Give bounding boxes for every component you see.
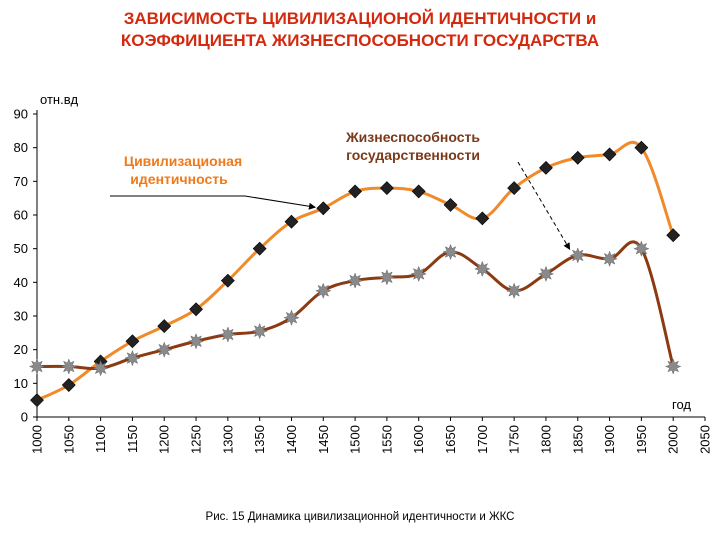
series-state-viability-point (442, 243, 459, 261)
series-civilizational-identity-point (602, 147, 617, 162)
y-tick-label: 10 (14, 376, 28, 391)
y-axis-label: отн.вд (40, 92, 78, 107)
series-state-viability-point (537, 265, 555, 283)
x-tick-label: 1200 (157, 425, 172, 454)
series-state-viability-point (187, 333, 205, 350)
x-tick-label: 1750 (507, 425, 522, 454)
x-tick-label: 1100 (93, 425, 108, 453)
y-tick-label: 70 (14, 174, 28, 189)
y-tick-label: 20 (14, 342, 28, 357)
x-tick-label: 1300 (220, 425, 235, 454)
chart-title: ЗАВИСИМОСТЬ ЦИВИЛИЗАЦИОНОЙ ИДЕНТИЧНОСТИ … (0, 8, 720, 52)
x-tick-label: 1550 (379, 425, 394, 454)
series-civilizational-identity-point (348, 184, 363, 199)
y-tick-label: 30 (14, 309, 28, 324)
chart-title-line-1: ЗАВИСИМОСТЬ ЦИВИЛИЗАЦИОНОЙ ИДЕНТИЧНОСТИ … (123, 9, 597, 28)
x-tick-label: 1900 (602, 425, 617, 454)
series-state-viability-point (219, 326, 237, 343)
series-state-viability-point (569, 247, 587, 264)
chart-annotations: Цивилизационая идентичность Жизнеспособнос… (110, 129, 571, 251)
annotation-viab-line-1: Жизнеспособность (345, 129, 480, 145)
annotation-viab-line-2: государственности (346, 147, 480, 163)
series-civilizational-identity-point (30, 393, 44, 408)
series-civilizational-identity-point (61, 378, 76, 392)
x-tick-label: 1800 (538, 425, 553, 454)
chart-title-line-2: КОЭФФИЦИЕНТА ЖИЗНЕСПОСОБНОСТИ ГОСУДАРСТВ… (120, 31, 600, 50)
x-tick-label: 1650 (443, 425, 458, 454)
x-axis-label: год (672, 397, 691, 412)
series-civilizational-identity-point (316, 201, 331, 216)
series-state-viability-point (378, 269, 396, 286)
series-state-viability-point (28, 358, 46, 375)
series-state-viability-point (474, 260, 491, 278)
y-tick-label: 90 (14, 107, 28, 122)
annotation-civ-line-1: Цивилизационая (124, 153, 242, 169)
series-state-viability-point (601, 250, 618, 268)
x-tick-label: 1500 (348, 425, 363, 454)
series-state-viability-point (155, 341, 173, 358)
x-tick-label: 1850 (570, 425, 585, 454)
x-tick-label: 2050 (698, 425, 713, 454)
series-state-viability-point (664, 358, 682, 375)
x-tick-label: 1350 (252, 425, 267, 454)
series-civilizational-identity-point (634, 140, 649, 155)
x-tick-label: 1150 (125, 425, 140, 453)
series-civilizational-identity-point (475, 211, 490, 226)
series-civilizational-identity-point (379, 181, 394, 195)
series-civilizational-identity-point (252, 241, 267, 256)
x-tick-label: 2000 (666, 425, 681, 454)
series-state-viability-point (633, 240, 650, 257)
x-tick-label: 1050 (61, 425, 76, 454)
y-tick-label: 60 (14, 208, 28, 223)
figure-caption: Рис. 15 Динамика цивилизационной идентич… (205, 511, 515, 523)
series-civilizational-identity-point (125, 334, 140, 349)
chart-markers (28, 140, 682, 408)
chart-ticks: 0 10 20 30 40 50 60 70 80 90 1000 1050 1100 1150 1200 1… (14, 92, 713, 454)
series-state-viability-point (315, 282, 332, 300)
annotation-civ-line-2: идентичность (130, 171, 228, 187)
series-civilizational-identity-point (411, 184, 426, 199)
leader-line-viab (517, 161, 571, 251)
x-tick-label: 1000 (30, 425, 45, 454)
series-civilizational-identity-point (507, 181, 522, 195)
series-state-viability-point (410, 265, 427, 283)
series-state-viability-point (60, 358, 78, 375)
y-tick-label: 0 (21, 410, 28, 425)
series-state-viability-point (251, 322, 268, 340)
series-state-viability-point (346, 272, 364, 289)
series-state-viability-point (283, 309, 300, 326)
series-civilizational-identity-point (157, 319, 172, 334)
y-tick-label: 50 (14, 241, 28, 256)
x-tick-label: 1950 (634, 425, 649, 454)
series-state-viability-point (92, 359, 109, 377)
x-tick-label: 1600 (411, 425, 426, 454)
series-state-viability-point (124, 349, 141, 367)
series-state-viability-point (505, 282, 523, 300)
y-tick-label: 40 (14, 275, 28, 290)
series-civilizational-identity-point (570, 150, 585, 165)
series-civilizational-identity-point (220, 273, 235, 288)
series-civilizational-identity-point (539, 160, 553, 175)
x-tick-label: 1250 (189, 425, 204, 454)
series-civilizational-identity-point (284, 214, 299, 229)
series-civilizational-identity-point (666, 228, 681, 243)
x-tick-label: 1700 (475, 425, 490, 454)
series-civilizational-identity-point (189, 302, 203, 317)
series-civilizational-identity-point (443, 197, 458, 212)
leader-line-civ (110, 195, 316, 210)
x-tick-label: 1400 (284, 425, 299, 454)
y-tick-label: 80 (14, 140, 28, 155)
x-tick-label: 1450 (316, 425, 331, 454)
